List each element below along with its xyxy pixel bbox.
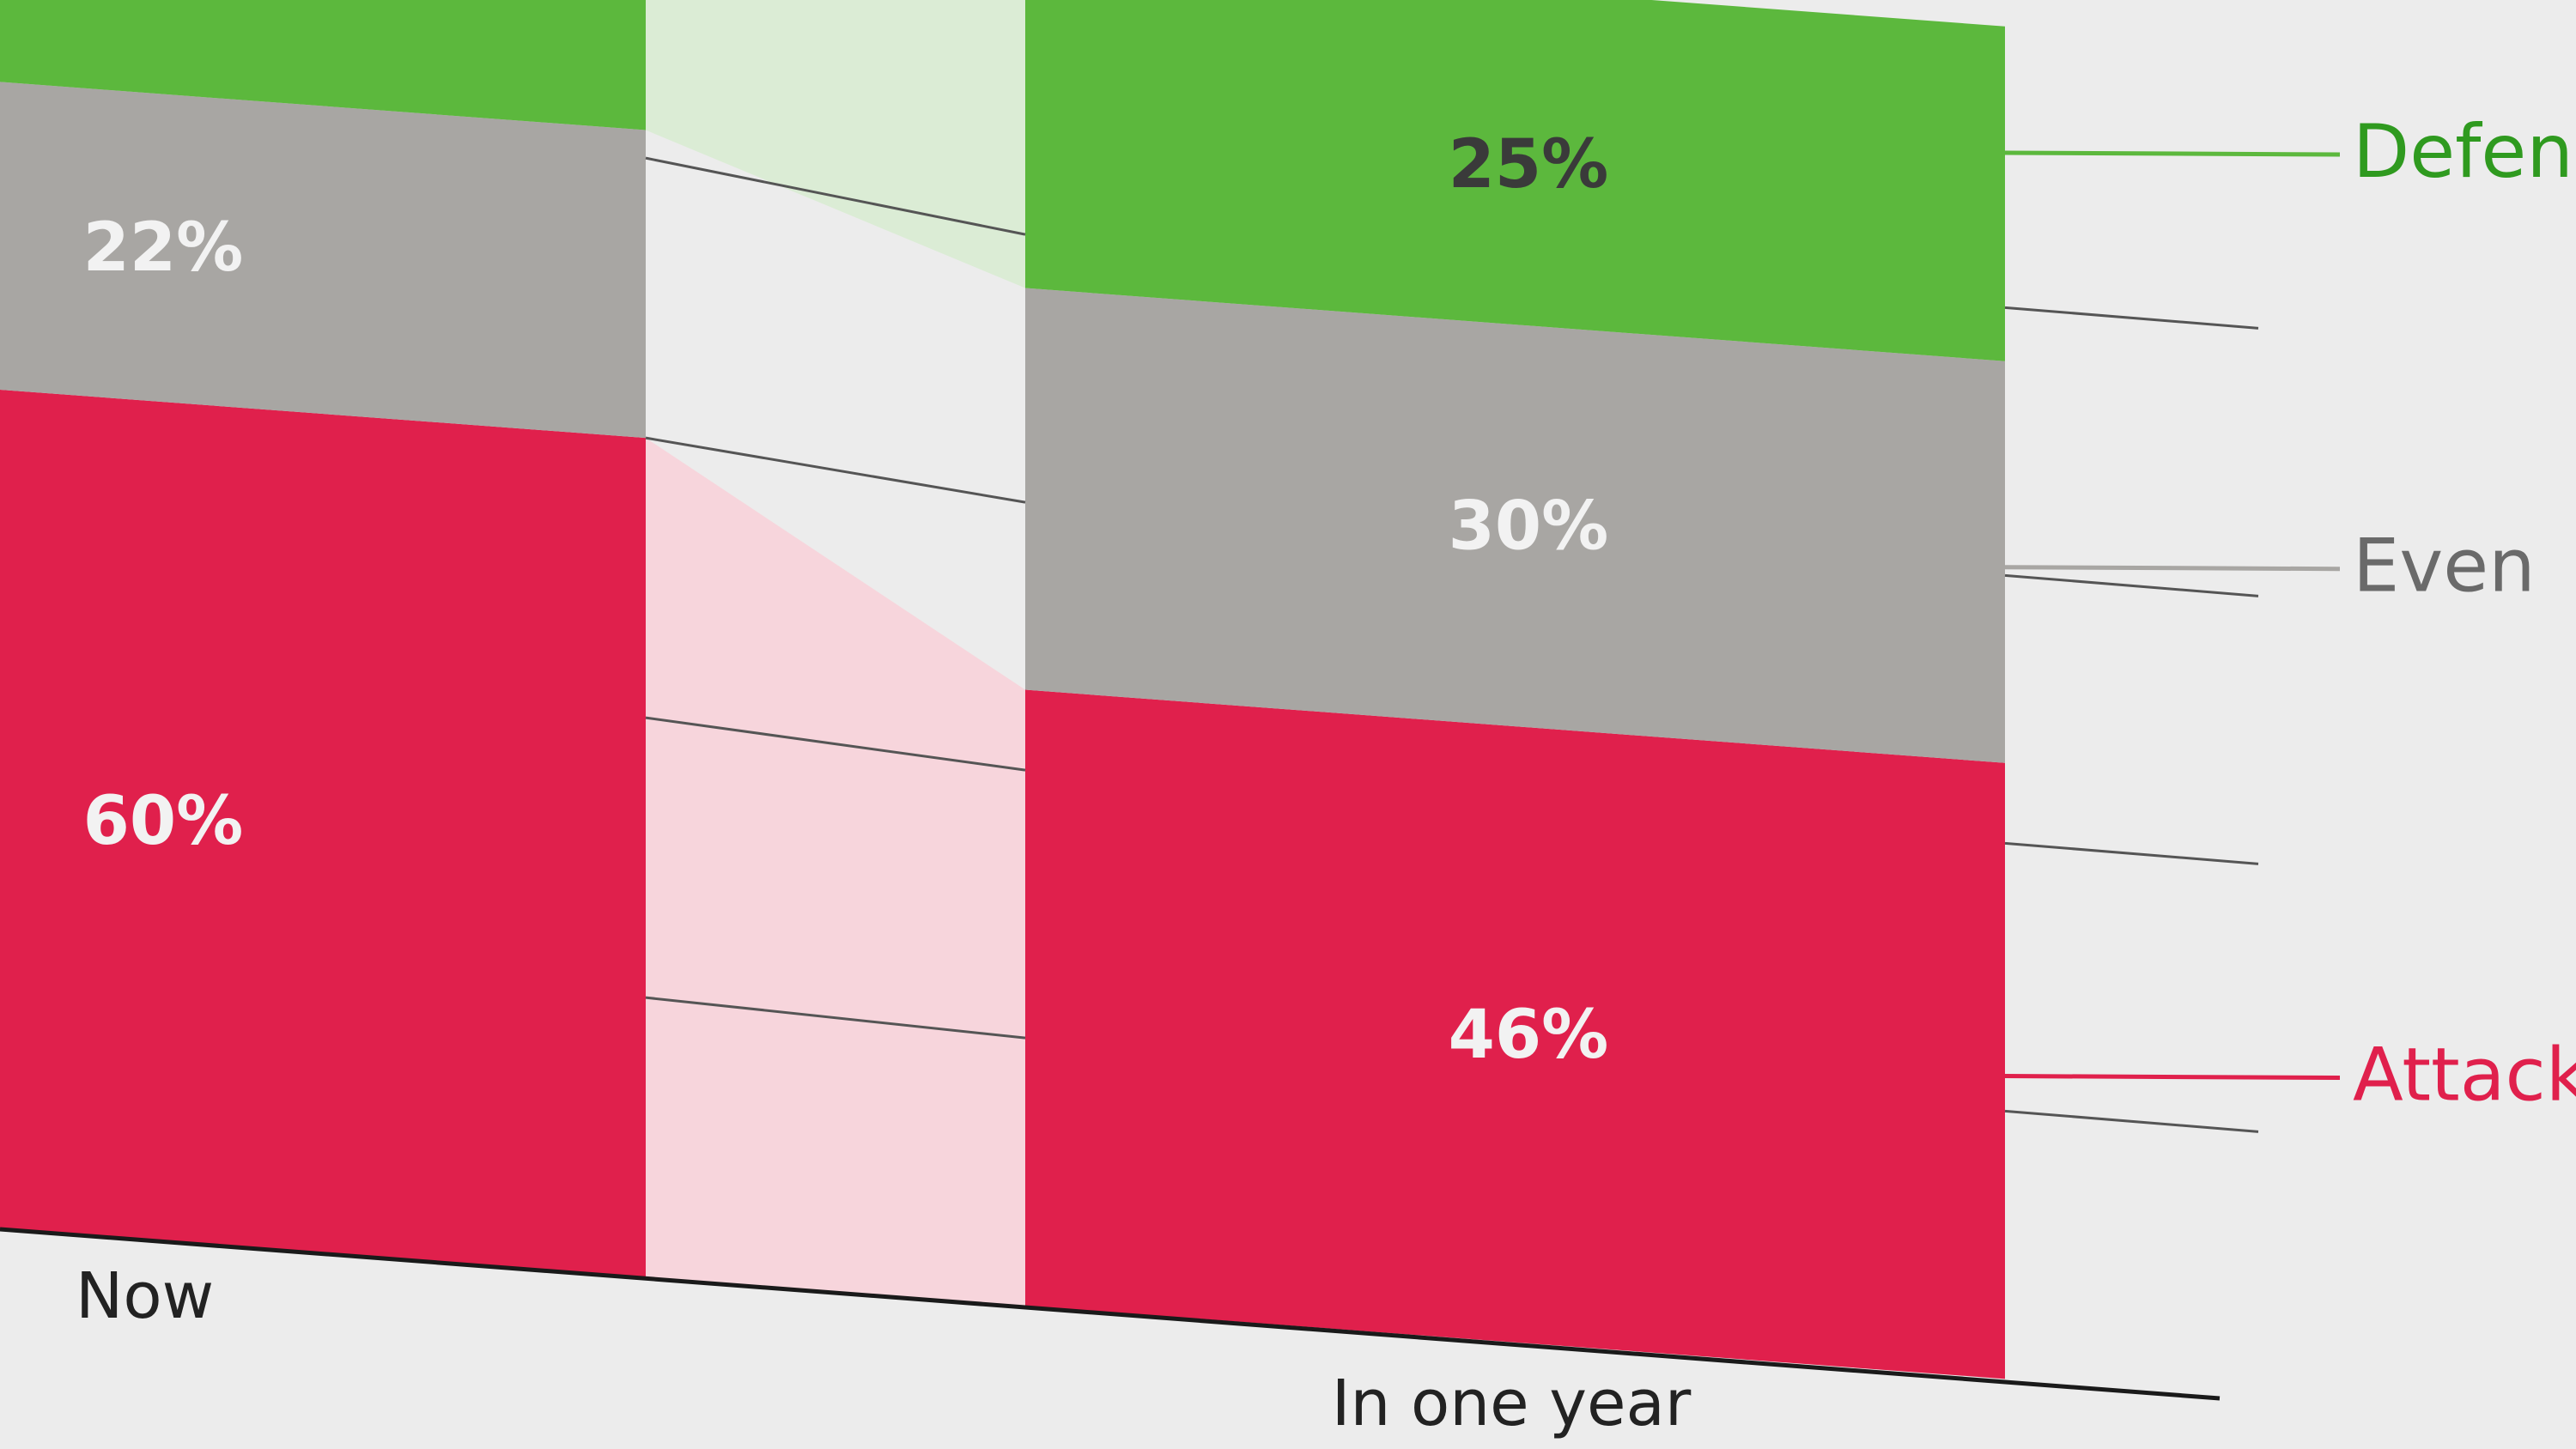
value-label-even-now: 22% — [83, 209, 244, 287]
value-label-defender-one-year: 25% — [1449, 126, 1609, 203]
legend-label-even: Even — [2353, 524, 2536, 609]
gridline-right-60 — [2004, 573, 2259, 597]
bar-segment-even-one-year — [1025, 288, 2005, 763]
bar-layer — [0, 0, 2005, 1379]
value-label-defender-now: 19% — [83, 0, 244, 7]
legend-leader-attacker — [2004, 1074, 2341, 1081]
gridline-gap-60 — [645, 436, 1026, 504]
bar-segment-defender-now — [0, 0, 646, 130]
gridline-right-40 — [2004, 841, 2259, 865]
bar-segment-attacker-now — [0, 390, 646, 1278]
gridline-gap-80 — [645, 156, 1026, 236]
value-label-even-one-year: 30% — [1449, 488, 1609, 565]
bar-segment-even-now — [0, 82, 646, 439]
bar-segment-attacker-one-year — [1025, 689, 2005, 1379]
legend-layer: Attacke Even Defen — [2004, 109, 2576, 1119]
gridline-gap-20 — [645, 996, 1026, 1040]
legend-label-attacker: Attacke — [2353, 1033, 2576, 1119]
legend-leader-even — [2004, 565, 2341, 572]
x-axis-baseline — [0, 1227, 2221, 1401]
gridline-right-20 — [2004, 1109, 2259, 1133]
category-label-one-year: In one year — [1332, 1367, 1692, 1440]
value-label-attacker-now: 60% — [83, 783, 244, 860]
legend-leader-defender — [2004, 150, 2341, 157]
bar-segment-defender-one-year — [1025, 0, 2005, 361]
label-layer: 60% 46% 22% 30% 19% 25% Now In one year — [76, 0, 1692, 1440]
value-label-attacker-one-year: 46% — [1449, 997, 1609, 1074]
gridline-right-80 — [2004, 306, 2259, 330]
flow-band-attacker — [646, 438, 1025, 1307]
gridline-gap-40 — [645, 716, 1026, 772]
grid-layer — [0, 156, 2259, 1401]
legend-label-defender: Defen — [2353, 109, 2573, 195]
category-label-now: Now — [76, 1259, 214, 1333]
